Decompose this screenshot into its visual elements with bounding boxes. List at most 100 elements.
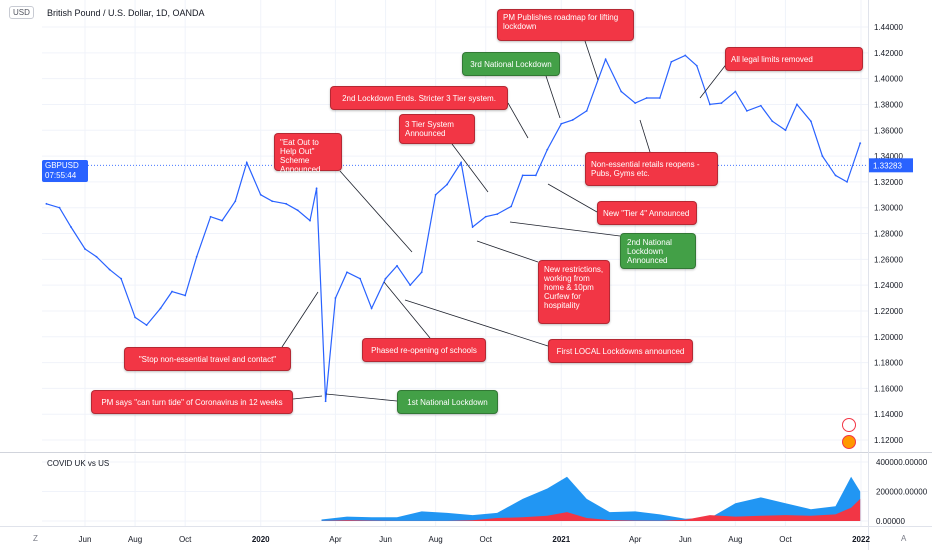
price-point — [859, 142, 862, 145]
price-point — [620, 90, 623, 93]
price-point — [604, 58, 607, 61]
x-tick-label: Aug — [429, 535, 443, 544]
price-point — [271, 200, 274, 203]
price-point — [396, 264, 398, 267]
price-line[interactable] — [46, 54, 861, 402]
price-point — [84, 248, 86, 250]
annotation-third-lockdown[interactable]: 3rd National Lockdown — [462, 52, 560, 76]
price-point — [460, 161, 462, 164]
connector-local-lockdowns — [404, 299, 549, 347]
price-point — [296, 209, 299, 212]
price-point — [58, 206, 61, 209]
price-point — [709, 103, 711, 106]
connector-stop-travel — [281, 291, 319, 348]
price-point — [409, 284, 412, 287]
annotation-three-tier[interactable]: 3 Tier System Announced — [399, 114, 475, 144]
connector-pm-roadmap — [584, 40, 599, 81]
y-tick-label: 1.34000 — [874, 152, 903, 161]
covid-area-us[interactable] — [321, 476, 861, 521]
price-point — [134, 316, 136, 319]
price-point — [821, 155, 824, 157]
annotation-local-lockdowns[interactable]: First LOCAL Lockdowns announced — [548, 339, 693, 363]
price-point — [285, 202, 288, 205]
price-point — [684, 54, 687, 57]
x-tick-label: Apr — [629, 535, 642, 544]
annotation-tier4[interactable]: New "Tier 4" Announced — [597, 201, 697, 225]
y-tick-label: 1.38000 — [874, 100, 903, 109]
price-axis-badge — [869, 158, 913, 173]
y-tick-label: 1.32000 — [874, 178, 903, 187]
annotation-eat-out[interactable]: "Eat Out to Help Out" Scheme Announced — [274, 133, 342, 174]
price-point — [324, 400, 327, 403]
price-point — [745, 109, 748, 112]
annotation-non-essential-retail[interactable]: Non-essential retails reopens - Pubs, Gy… — [585, 152, 718, 186]
sub-y-tick-label: 0.00000 — [876, 517, 905, 526]
y-tick-label: 1.14000 — [874, 410, 903, 419]
price-point — [585, 109, 588, 112]
annotation-first-lockdown[interactable]: 1st National Lockdown — [397, 390, 498, 414]
badge-symbol: GBPUSD — [45, 161, 79, 170]
connector-three-tier — [451, 143, 489, 193]
price-point — [420, 271, 423, 274]
connector-turn-tide — [292, 395, 323, 400]
price-point — [315, 187, 318, 190]
price-point — [334, 297, 337, 299]
y-tick-label: 1.20000 — [874, 333, 903, 342]
price-point — [834, 174, 837, 177]
x-tick-label: Oct — [179, 535, 192, 544]
annotation-second-lockdown[interactable]: 2nd National Lockdown Announced — [620, 233, 696, 269]
x-tick-label: 2022 — [852, 535, 870, 544]
y-tick-label: 1.22000 — [874, 307, 903, 316]
price-point — [145, 324, 148, 327]
price-point — [771, 120, 774, 123]
annotation-stop-travel[interactable]: "Stop non-essential travel and contact" — [124, 347, 291, 371]
annotation-new-restrictions[interactable]: New restrictions, working from home & 10… — [538, 260, 610, 324]
price-point — [796, 103, 798, 106]
sub-y-tick-label: 400000.00000 — [876, 458, 928, 467]
annotation-second-lockdown-ends[interactable]: 2nd Lockdown Ends. Stricter 3 Tier syste… — [330, 86, 508, 110]
y-tick-label: 1.24000 — [874, 281, 903, 290]
annotation-pm-roadmap[interactable]: PM Publishes roadmap for lifting lockdow… — [497, 9, 634, 41]
x-tick-label: 2021 — [552, 535, 570, 544]
currency-label[interactable]: USD — [9, 6, 34, 19]
price-point — [846, 180, 848, 183]
price-point — [534, 174, 537, 177]
price-point — [434, 193, 437, 196]
y-tick-label: 1.12000 — [874, 436, 903, 445]
x-tick-label: 2020 — [252, 535, 270, 544]
covid-area-uk[interactable] — [321, 498, 861, 521]
price-point — [159, 307, 162, 310]
annotation-schools[interactable]: Phased re-opening of schools — [362, 338, 486, 362]
y-tick-label: 1.26000 — [874, 255, 903, 264]
connector-non-essential-retail — [639, 119, 651, 153]
flag-event-icon[interactable] — [842, 435, 856, 449]
annotation-turn-tide[interactable]: PM says "can turn tide" of Coronavirus i… — [91, 390, 293, 414]
y-tick-label: 1.16000 — [874, 384, 903, 393]
x-tick-label: Apr — [329, 535, 342, 544]
price-point — [670, 60, 673, 63]
price-point — [571, 119, 574, 121]
calendar-event-icon[interactable] — [842, 418, 856, 432]
subchart-title: COVID UK vs US — [47, 459, 110, 468]
price-point — [634, 102, 637, 105]
connector-eat-out — [339, 170, 413, 253]
event-icon-stack[interactable] — [842, 418, 856, 449]
price-point — [309, 219, 311, 222]
connector-legal-limits — [699, 61, 729, 99]
x-tick-label: Oct — [480, 535, 493, 544]
price-point — [346, 271, 348, 274]
connector-tier4 — [547, 183, 598, 213]
price-point — [695, 64, 698, 67]
auto-scale-toggle[interactable]: A — [901, 534, 907, 543]
annotation-legal-limits[interactable]: All legal limits removed — [725, 47, 863, 71]
timezone-toggle[interactable]: Z — [33, 534, 38, 543]
price-point — [759, 104, 762, 107]
price-point — [510, 205, 513, 208]
price-point — [234, 200, 237, 203]
connector-schools — [383, 281, 431, 339]
price-point — [784, 129, 787, 132]
y-tick-label: 1.42000 — [874, 49, 903, 58]
price-point — [245, 161, 248, 164]
